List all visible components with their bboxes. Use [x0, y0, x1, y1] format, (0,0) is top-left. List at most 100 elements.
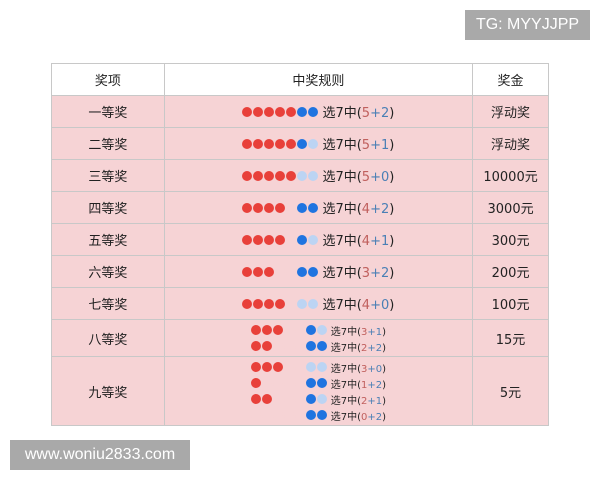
blue-ball-icon: [308, 170, 319, 181]
prize-amount: 浮动奖: [472, 127, 549, 160]
blue-count: 2: [380, 266, 390, 281]
winning-rule-cell: 选7中(4+2): [163, 191, 474, 224]
red-ball-icon: [275, 298, 286, 309]
red-count: 4: [361, 298, 371, 313]
rule-prefix: 选7中(: [322, 266, 362, 281]
red-ball-icon: [283, 325, 294, 335]
rule-suffix: ): [389, 202, 395, 217]
rule-prefix: 选7中(: [322, 106, 362, 121]
red-ball-icon: [250, 325, 261, 335]
table-row: 八等奖 选7中(3+1) 选7中(2+2) 15元: [51, 319, 549, 357]
blue-ball-icon: [297, 266, 308, 277]
red-ball-icon: [264, 202, 275, 213]
rule-prefix: 选7中(: [322, 234, 362, 249]
rule-suffix: ): [389, 170, 395, 185]
rule-prefix: 选7中(: [322, 202, 362, 217]
blue-ball-icon: [305, 341, 316, 351]
rule-stack: 选7中(5+0): [165, 164, 472, 187]
table-row: 五等奖 选7中(4+1) 300元: [51, 223, 549, 256]
red-ball-icon: [275, 202, 286, 213]
red-ball-icon: [253, 298, 264, 309]
red-ball-icon: [275, 138, 286, 149]
rule-stack: 选7中(5+2): [165, 100, 472, 123]
rule-text: 选7中(4+2): [322, 198, 394, 217]
prize-level: 八等奖: [51, 319, 165, 357]
red-ball-icon: [286, 170, 297, 181]
rule-plus: +: [370, 234, 381, 249]
red-ball-icon: [294, 410, 305, 420]
rule-prefix: 选7中(: [330, 342, 361, 354]
blue-ball-icon: [297, 106, 308, 117]
red-ball-icon: [261, 378, 272, 388]
ball-group: [250, 341, 327, 351]
rule-stack: 选7中(3+0) 选7中(1+2) 选7中(2+1) 选7中(0+2): [165, 357, 472, 425]
red-ball-icon: [242, 106, 253, 117]
rule-line: 选7中(2+1): [250, 391, 387, 407]
table-row: 三等奖 选7中(5+0) 10000元: [51, 159, 549, 192]
rule-suffix: ): [389, 266, 395, 281]
rule-suffix: ): [382, 326, 387, 338]
rule-line: 选7中(5+2): [242, 102, 394, 121]
red-ball-icon: [264, 266, 275, 277]
red-ball-icon: [250, 394, 261, 404]
blue-ball-icon: [308, 106, 319, 117]
rule-plus: +: [367, 395, 376, 407]
rule-suffix: ): [382, 411, 387, 423]
ball-group: [250, 325, 327, 335]
ball-group: [250, 410, 327, 420]
red-ball-icon: [253, 138, 264, 149]
red-ball-icon: [264, 106, 275, 117]
rule-line: 选7中(2+2): [250, 338, 386, 354]
blue-count: 0: [380, 170, 390, 185]
ball-group: [242, 170, 319, 181]
ball-group: [242, 298, 319, 309]
rule-line: 选7中(1+2): [250, 375, 386, 391]
red-ball-icon: [272, 325, 283, 335]
rule-plus: +: [370, 170, 381, 185]
watermark-website: www.woniu2833.com: [10, 440, 190, 470]
rule-line: 选7中(0+2): [250, 407, 387, 423]
ball-group: [242, 138, 319, 149]
winning-rule-cell: 选7中(4+1): [163, 223, 474, 256]
prize-amount: 3000元: [472, 191, 549, 224]
red-ball-icon: [264, 170, 275, 181]
table-row: 九等奖 选7中(3+0) 选7中(1+2) 选7中(2+1) 选7中(0+2) 5元: [51, 356, 549, 426]
rule-text: 选7中(2+2): [331, 339, 386, 354]
rule-suffix: ): [382, 395, 387, 407]
rule-suffix: ): [389, 234, 395, 249]
red-count: 3: [361, 363, 368, 375]
rule-prefix: 选7中(: [322, 170, 362, 185]
red-count: 4: [361, 202, 371, 217]
red-ball-icon: [253, 234, 264, 245]
rule-suffix: ): [382, 379, 387, 391]
blue-count: 1: [375, 326, 383, 338]
red-ball-icon: [286, 202, 297, 213]
prize-amount: 15元: [472, 319, 549, 357]
blue-ball-icon: [305, 394, 316, 404]
blue-ball-icon: [308, 234, 319, 245]
winning-rule-cell: 选7中(4+0): [163, 287, 474, 320]
prize-amount: 200元: [472, 255, 549, 288]
red-ball-icon: [286, 138, 297, 149]
rule-plus: +: [370, 106, 381, 121]
rule-prefix: 选7中(: [322, 298, 362, 313]
red-ball-icon: [275, 266, 286, 277]
rule-plus: +: [367, 411, 376, 423]
rule-text: 选7中(1+2): [331, 376, 386, 391]
ball-group: [242, 266, 319, 277]
red-ball-icon: [242, 138, 253, 149]
red-ball-icon: [272, 378, 283, 388]
red-count: 2: [361, 342, 368, 354]
blue-ball-icon: [316, 325, 327, 335]
rule-line: 选7中(4+0): [242, 294, 394, 313]
prize-level: 四等奖: [51, 191, 165, 224]
red-ball-icon: [264, 298, 275, 309]
prize-amount: 10000元: [472, 159, 549, 192]
rule-plus: +: [367, 326, 376, 338]
header-rule: 中奖规则: [163, 63, 474, 96]
rule-stack: 选7中(3+1) 选7中(2+2): [165, 320, 472, 356]
red-ball-icon: [294, 341, 305, 351]
ball-group: [250, 378, 327, 388]
red-ball-icon: [283, 410, 294, 420]
prize-level: 九等奖: [51, 356, 165, 426]
